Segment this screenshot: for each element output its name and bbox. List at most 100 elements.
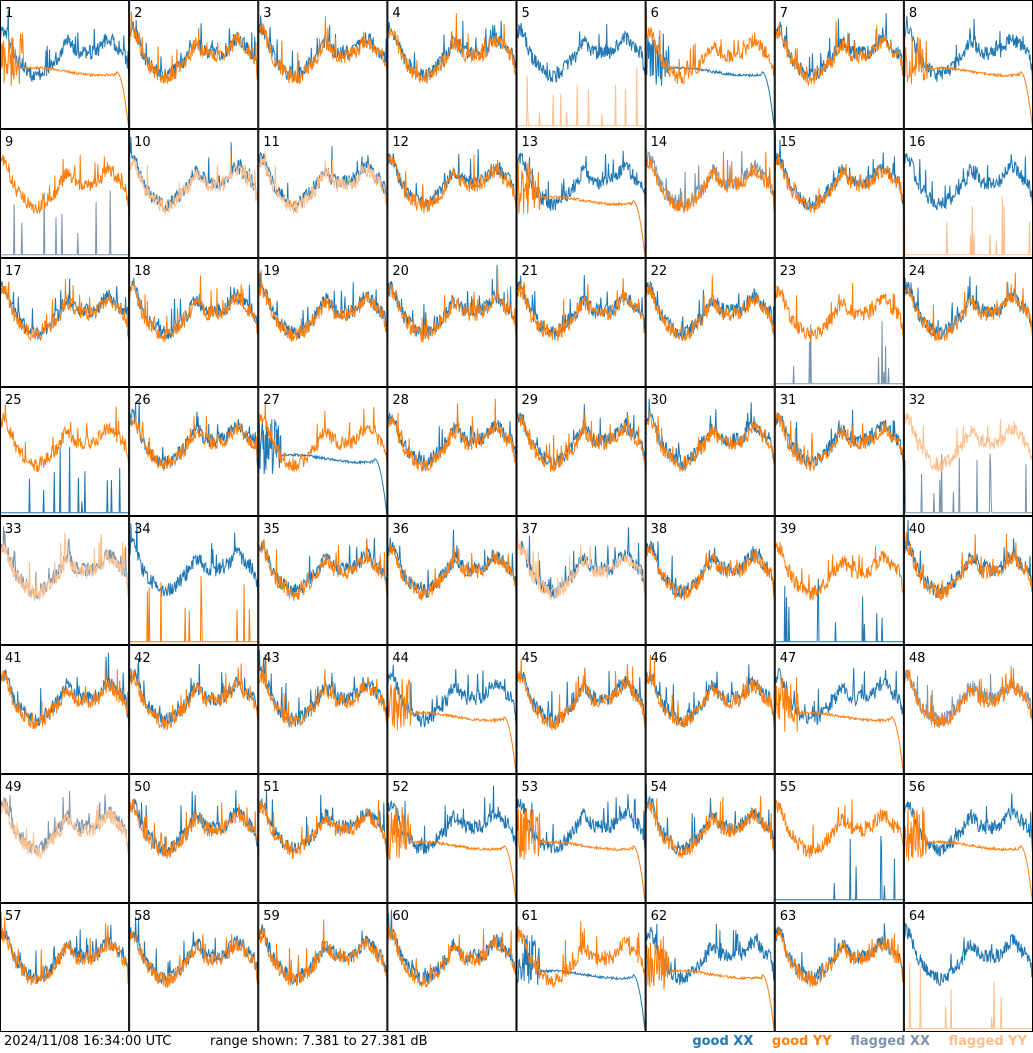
panel-label-19: 19	[263, 264, 280, 279]
legend-flagged-xx: flagged XX	[850, 1034, 930, 1049]
panel-8: 8	[903, 0, 1033, 129]
series-yy-panel-32	[903, 411, 1033, 475]
panel-47: 47	[774, 645, 904, 774]
panel-border-49	[0, 774, 130, 903]
panel-52: 52	[387, 774, 517, 903]
panel-13: 13	[516, 129, 646, 258]
series-xx-panel-12	[387, 141, 517, 212]
panel-label-14: 14	[651, 135, 668, 150]
panel-32: 32	[903, 387, 1033, 516]
series-yy-panel-54	[645, 796, 775, 859]
panel-7: 7	[774, 0, 904, 129]
series-xx-panel-63	[774, 923, 904, 986]
panel-3: 3	[258, 0, 388, 129]
panel-label-28: 28	[392, 393, 409, 408]
panel-border-11	[258, 129, 388, 258]
panel-label-16: 16	[909, 135, 926, 150]
series-xx-panel-55	[774, 835, 904, 901]
series-yy-panel-20	[387, 269, 517, 343]
panel-border-7	[774, 0, 904, 129]
series-yy-panel-64	[903, 962, 1033, 1030]
panel-label-38: 38	[651, 522, 668, 537]
panel-label-49: 49	[5, 780, 22, 795]
panel-label-64: 64	[909, 909, 926, 924]
series-xx-panel-5	[516, 22, 646, 83]
series-xx-panel-11	[258, 146, 388, 212]
panel-25: 25	[0, 387, 130, 516]
panel-border-1	[0, 0, 130, 129]
panel-border-15	[774, 129, 904, 258]
panel-label-22: 22	[651, 264, 668, 279]
series-yy-panel-18	[129, 275, 259, 343]
panel-border-26	[129, 387, 259, 516]
panel-border-12	[387, 129, 517, 258]
series-yy-panel-52	[387, 807, 517, 902]
panel-border-55	[774, 774, 904, 903]
panel-34: 34	[129, 516, 259, 645]
panel-border-38	[645, 516, 775, 645]
panel-43: 43	[258, 645, 388, 774]
panel-label-60: 60	[392, 909, 409, 924]
panel-56: 56	[903, 774, 1033, 903]
panel-border-54	[645, 774, 775, 903]
series-xx-panel-44	[387, 664, 517, 730]
panel-border-34	[129, 516, 259, 645]
panel-50: 50	[129, 774, 259, 903]
series-yy-panel-57	[0, 911, 130, 991]
panel-border-9	[0, 129, 130, 258]
panel-label-37: 37	[522, 522, 539, 537]
panel-label-9: 9	[5, 135, 13, 150]
panel-15: 15	[774, 129, 904, 258]
series-yy-panel-14	[645, 151, 775, 214]
series-yy-panel-47	[774, 677, 904, 773]
panel-39: 39	[774, 516, 904, 645]
panel-label-48: 48	[909, 651, 926, 666]
panel-label-53: 53	[522, 780, 539, 795]
panel-label-58: 58	[134, 909, 151, 924]
series-yy-panel-2	[129, 11, 259, 84]
panel-border-41	[0, 645, 130, 774]
panel-45: 45	[516, 645, 646, 774]
panel-border-63	[774, 903, 904, 1032]
series-xx-panel-1	[0, 10, 130, 83]
panel-12: 12	[387, 129, 517, 258]
panel-63: 63	[774, 903, 904, 1032]
panel-border-36	[387, 516, 517, 645]
panel-46: 46	[645, 645, 775, 774]
panel-label-62: 62	[651, 909, 668, 924]
panel-label-25: 25	[5, 393, 22, 408]
panel-40: 40	[903, 516, 1033, 645]
panel-label-44: 44	[392, 651, 409, 666]
panel-border-19	[258, 258, 388, 387]
panel-16: 16	[903, 129, 1033, 258]
panel-border-25	[0, 387, 130, 516]
panel-28: 28	[387, 387, 517, 516]
panel-label-54: 54	[651, 780, 668, 795]
series-yy-panel-17	[0, 279, 130, 342]
panel-label-55: 55	[780, 780, 797, 795]
series-xx-panel-43	[258, 649, 388, 727]
panel-64: 64	[903, 903, 1033, 1032]
panel-label-52: 52	[392, 780, 409, 795]
panel-label-6: 6	[651, 6, 659, 21]
series-yy-panel-56	[903, 807, 1033, 902]
panel-border-58	[129, 903, 259, 1032]
series-yy-panel-61	[516, 920, 646, 988]
panel-border-14	[645, 129, 775, 258]
panel-label-3: 3	[263, 6, 271, 21]
panel-60: 60	[387, 903, 517, 1032]
panel-label-26: 26	[134, 393, 151, 408]
series-yy-panel-50	[129, 794, 259, 860]
panel-61: 61	[516, 903, 646, 1032]
series-xx-panel-59	[258, 924, 388, 987]
series-xx-panel-47	[774, 667, 904, 727]
series-xx-panel-23	[774, 321, 904, 385]
panel-label-18: 18	[134, 264, 151, 279]
panel-border-29	[516, 387, 646, 516]
panel-label-43: 43	[263, 651, 280, 666]
series-yy-panel-36	[387, 544, 517, 602]
panel-18: 18	[129, 258, 259, 387]
series-yy-panel-31	[774, 412, 904, 475]
panel-label-20: 20	[392, 264, 409, 279]
